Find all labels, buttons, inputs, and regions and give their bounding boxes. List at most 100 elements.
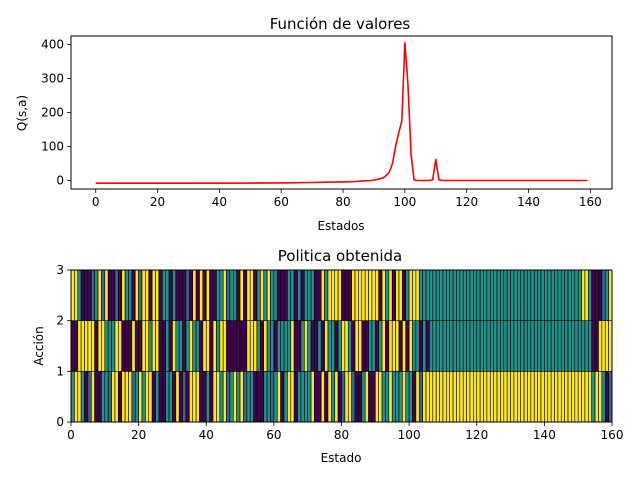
policy-cell — [408, 269, 413, 321]
policy-cell — [347, 269, 352, 321]
policy-cell — [121, 371, 126, 423]
policy-cell — [334, 371, 339, 423]
policy-cell — [344, 371, 349, 423]
policy-cell — [584, 269, 589, 321]
policy-cell — [118, 371, 123, 423]
policy-cell — [202, 371, 207, 423]
policy-cell — [141, 320, 146, 372]
policy-cell — [500, 371, 505, 423]
policy-cell — [584, 371, 589, 423]
policy-cell — [351, 371, 356, 423]
policy-cell — [260, 320, 265, 372]
policy-cell — [510, 371, 515, 423]
policy-cell — [141, 269, 146, 321]
policy-cell — [530, 320, 535, 372]
y-tick-label: 400 — [41, 38, 64, 52]
policy-cell — [601, 320, 606, 372]
policy-cell — [307, 371, 312, 423]
policy-cell — [567, 269, 572, 321]
x-tick-label: 100 — [398, 428, 421, 442]
policy-cell — [192, 320, 197, 372]
policy-cell — [581, 371, 586, 423]
policy-cell — [118, 320, 123, 372]
policy-cell — [283, 371, 288, 423]
policy-cell — [189, 269, 194, 321]
policy-cell — [87, 320, 92, 372]
policy-cell — [97, 320, 102, 372]
policy-cell — [500, 320, 505, 372]
x-tick-label: 140 — [533, 428, 556, 442]
policy-cell — [395, 371, 400, 423]
policy-cell — [155, 269, 160, 321]
x-tick-label: 40 — [199, 428, 214, 442]
x-tick-label: 80 — [334, 428, 349, 442]
policy-cell — [412, 371, 417, 423]
policy-cell — [358, 371, 363, 423]
policy-cell — [189, 320, 194, 372]
x-tick-label: 140 — [517, 195, 540, 209]
policy-cell — [226, 269, 231, 321]
policy-cell — [310, 371, 315, 423]
policy-cell — [405, 269, 410, 321]
policy-cell — [459, 320, 464, 372]
policy-cell — [209, 371, 214, 423]
policy-cell — [114, 371, 119, 423]
policy-cell — [199, 269, 204, 321]
policy-cell — [405, 371, 410, 423]
x-tick-label: 60 — [266, 428, 281, 442]
policy-cell — [439, 269, 444, 321]
policy-cell — [581, 269, 586, 321]
x-tick-label: 100 — [393, 195, 416, 209]
policy-cell — [347, 320, 352, 372]
policy-heatmap-chart: Politica obtenida 0 20 40 60 80 100 120 140 160 … — [32, 247, 623, 465]
policy-cell — [134, 371, 139, 423]
policy-cell — [388, 320, 393, 372]
policy-cell — [388, 371, 393, 423]
policy-cell — [364, 269, 369, 321]
policy-cell — [172, 320, 177, 372]
policy-cell — [588, 320, 593, 372]
policy-cell — [185, 320, 190, 372]
policy-cell — [334, 269, 339, 321]
policy-cell — [77, 269, 82, 321]
policy-cell — [90, 320, 95, 372]
policy-cell — [341, 371, 346, 423]
policy-cell — [168, 320, 173, 372]
policy-cell — [151, 269, 156, 321]
policy-cell — [368, 371, 373, 423]
policy-cell — [500, 269, 505, 321]
policy-cell — [189, 371, 194, 423]
policy-cell — [128, 371, 133, 423]
policy-cell — [557, 269, 562, 321]
policy-cell — [408, 320, 413, 372]
policy-cell — [246, 320, 251, 372]
policy-cell — [527, 320, 532, 372]
policy-cell — [249, 371, 254, 423]
policy-cell — [493, 371, 498, 423]
policy-cell — [111, 320, 116, 372]
policy-cell — [483, 320, 488, 372]
policy-cell — [469, 320, 474, 372]
policy-cell — [219, 269, 224, 321]
policy-cell — [300, 320, 305, 372]
policy-cell — [337, 371, 342, 423]
policy-cell — [74, 269, 79, 321]
policy-cell — [331, 320, 336, 372]
policy-cell — [547, 320, 552, 372]
policy-cell — [124, 371, 129, 423]
policy-cell — [320, 320, 325, 372]
policy-cell — [523, 269, 528, 321]
policy-cell — [300, 269, 305, 321]
policy-cell — [324, 269, 329, 321]
policy-cell — [304, 320, 308, 372]
policy-cell — [84, 371, 89, 423]
policy-cell — [293, 320, 298, 372]
policy-cell — [489, 371, 494, 423]
policy-cell — [121, 269, 126, 321]
policy-cell — [239, 371, 244, 423]
policy-cell — [462, 371, 467, 423]
policy-cell — [564, 269, 569, 321]
policy-cell — [97, 371, 102, 423]
policy-cell — [253, 269, 258, 321]
policy-cell — [375, 320, 379, 372]
